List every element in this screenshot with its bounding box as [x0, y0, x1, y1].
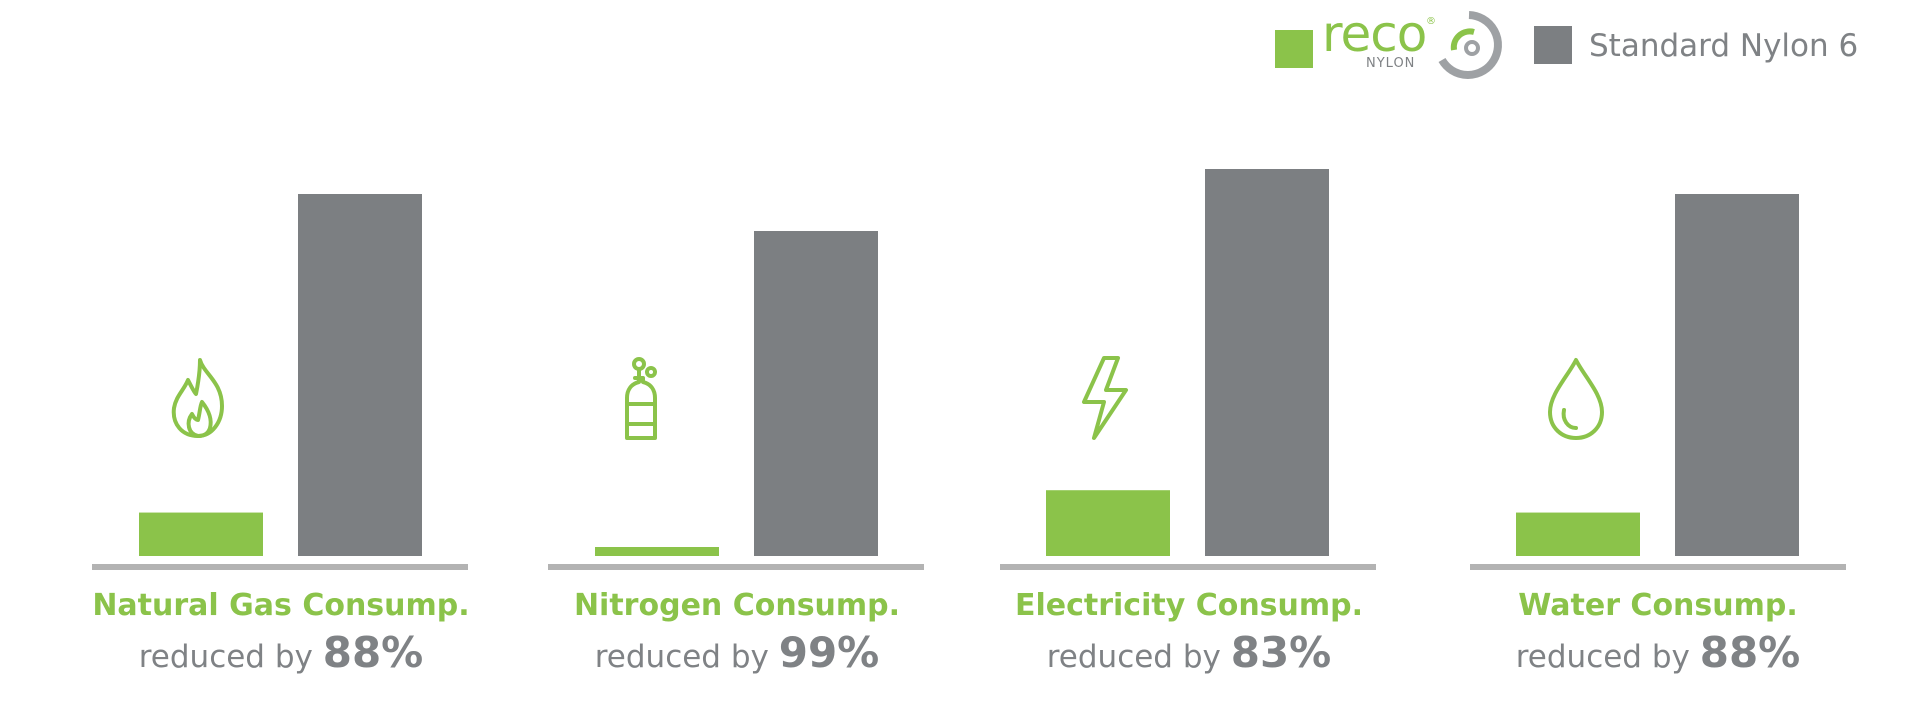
flame-icon [171, 358, 224, 438]
category-title-electricity: Electricity Consump. [1014, 588, 1364, 623]
baseline-nitrogen [548, 564, 924, 570]
reduction-prefix: reduced by [1046, 639, 1231, 675]
bar-standard-nitrogen [754, 231, 878, 556]
category-reduction-nitrogen: reduced by 99% [527, 628, 947, 677]
category-reduction-water: reduced by 88% [1448, 628, 1868, 677]
bar-standard-electricity [1205, 169, 1329, 556]
bar-standard-water [1675, 194, 1799, 556]
reco-swirl-icon [1438, 11, 1502, 79]
reduction-value: 88% [1699, 628, 1801, 677]
baseline-electricity [1000, 564, 1376, 570]
bar-standard-natural-gas [298, 194, 422, 556]
reduction-prefix: reduced by [594, 639, 779, 675]
reco-logo-wordmark: reco [1322, 5, 1427, 63]
legend-label-standard: Standard Nylon 6 [1589, 28, 1859, 64]
baseline-natural-gas [92, 564, 468, 570]
lightning-icon [1082, 356, 1128, 440]
category-reduction-electricity: reduced by 83% [979, 628, 1399, 677]
reduction-value: 83% [1230, 628, 1332, 677]
reduction-prefix: reduced by [138, 639, 323, 675]
bar-reco-water [1516, 512, 1640, 556]
category-reduction-natural-gas: reduced by 88% [71, 628, 491, 677]
category-title-water: Water Consump. [1518, 588, 1798, 623]
category-title-natural-gas: Natural Gas Consump. [92, 588, 470, 623]
gas-cylinder-icon [625, 357, 657, 440]
category-title-nitrogen: Nitrogen Consump. [573, 588, 901, 623]
water-drop-icon [1548, 358, 1604, 440]
legend-swatch-standard [1534, 26, 1572, 64]
reduction-prefix: reduced by [1515, 639, 1700, 675]
baseline-water [1470, 564, 1846, 570]
reco-logo-subtext: NYLON [1366, 56, 1416, 71]
bar-reco-natural-gas [139, 512, 263, 556]
reduction-value: 88% [322, 628, 424, 677]
reco-nylon-logo: reco ® NYLON [1322, 6, 1502, 80]
bar-reco-electricity [1046, 490, 1170, 556]
bar-reco-nitrogen [595, 547, 719, 556]
reduction-value: 99% [778, 628, 880, 677]
legend-swatch-reco [1275, 30, 1313, 68]
reco-logo-registered-mark: ® [1426, 16, 1436, 27]
